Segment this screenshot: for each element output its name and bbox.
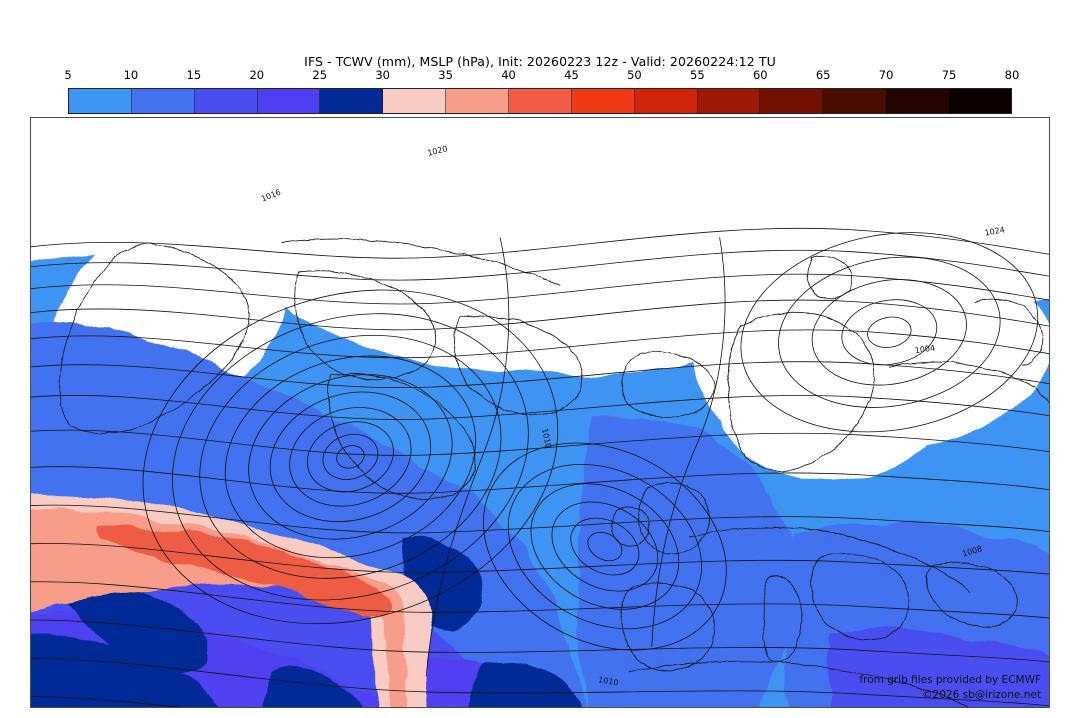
isobar-low-iceland [483, 442, 727, 651]
coastline-scandinavia [727, 311, 875, 472]
coastline-italy [762, 575, 803, 664]
coastline-iberia [621, 583, 716, 672]
colorbar-tick-45: 45 [564, 68, 579, 82]
coastline-baffin [294, 270, 437, 380]
isobar-labels: 1016 1020 1010 1004 1008 1024 1010 [260, 144, 1006, 687]
tcwv-band-25-30-d [469, 659, 582, 707]
colorbar-gradient [68, 88, 1012, 114]
isobar-label-1010b: 1010 [540, 427, 553, 449]
tcwv-band-15-20-c [829, 629, 1049, 707]
mslp-isobars [31, 227, 1049, 707]
colorbar: 5 10 15 20 25 30 35 40 45 50 55 60 65 70 75 80 [64, 68, 1019, 114]
colorbar-tick-65: 65 [815, 68, 831, 82]
colorbar-segment-20-25 [257, 89, 321, 113]
isobar-label-1004: 1004 [914, 343, 935, 355]
colorbar-tick-70: 70 [878, 68, 894, 82]
colorbar-segment-40-45 [509, 89, 572, 113]
map-svg: 1016 1020 1010 1004 1008 1024 1010 [31, 118, 1049, 707]
colorbar-segment-35-40 [446, 89, 510, 113]
isobar-label-1024: 1024 [984, 225, 1006, 237]
map-plot-area: 1016 1020 1010 1004 1008 1024 1010 from … [30, 117, 1050, 708]
colorbar-segment-75-80 [949, 89, 1011, 113]
colorbar-segment-15-20 [194, 89, 258, 113]
colorbar-segment-45-50 [571, 89, 635, 113]
isobar-label-1010: 1010 [598, 675, 620, 687]
colorbar-tick-20: 20 [249, 68, 265, 82]
coastline-novaya-zemlya [974, 298, 1043, 366]
coastline-british-isles [638, 482, 710, 555]
coastline-hudson [453, 315, 583, 416]
tcwv-band-35-40-core [31, 507, 407, 707]
colorbar-segment-25-30 [320, 89, 384, 113]
colorbar-tick-10: 10 [123, 68, 139, 82]
tcwv-filled-contours [31, 232, 1049, 707]
coastline-svalbard [807, 256, 853, 299]
isobar-low-labrador [142, 289, 559, 625]
coastline-north-africa [629, 661, 971, 707]
coastline-canadian-arctic [282, 238, 561, 286]
tcwv-band-25-30-group [31, 540, 582, 707]
coastline-ireland [611, 507, 651, 546]
colorbar-tick-75: 75 [941, 68, 957, 82]
coastline-labrador [328, 373, 476, 500]
colorbar-segment-50-55 [634, 89, 698, 113]
tcwv-band-25-30-a [31, 633, 221, 707]
coastline-europe-mainland [689, 527, 970, 592]
colorbar-segment-30-35 [383, 89, 447, 113]
tcwv-band-25-30-e [258, 669, 359, 707]
colorbar-segment-5-10 [69, 89, 132, 113]
colorbar-segment-10-15 [131, 89, 195, 113]
isobar-zonal-flow [31, 227, 1049, 707]
colorbar-segment-65-70 [823, 89, 887, 113]
colorbar-tick-5: 5 [64, 68, 72, 82]
colorbar-tick-40: 40 [501, 68, 516, 82]
colorbar-tick-15: 15 [186, 68, 202, 82]
dry-airmass-north-sea [720, 367, 937, 479]
colorbar-tick-55: 55 [690, 68, 705, 82]
chart-title: IFS - TCWV (mm), MSLP (hPa), Init: 20260… [304, 54, 776, 69]
coastline-russia-north [888, 361, 1049, 404]
coastlines [59, 238, 1049, 707]
isobar-trough-axes [425, 237, 726, 677]
coastline-iceland [621, 351, 715, 418]
colorbar-segment-70-75 [886, 89, 950, 113]
dry-airmass-canada-arctic [263, 232, 748, 376]
tcwv-band-25-30-b [60, 584, 210, 676]
colorbar-segment-60-65 [760, 89, 824, 113]
colorbar-tick-60: 60 [752, 68, 768, 82]
colorbar-tick-25: 25 [312, 68, 328, 82]
tcwv-band-40-45-filament [100, 524, 389, 614]
colorbar-segment-55-60 [697, 89, 761, 113]
isobar-high-scandinavia [740, 232, 1039, 433]
colorbar-tick-30: 30 [375, 68, 390, 82]
colorbar-tick-80: 80 [1004, 68, 1020, 82]
coastline-balkans [810, 553, 910, 641]
colorbar-tick-50: 50 [627, 68, 642, 82]
colorbar-tick-35: 35 [438, 68, 453, 82]
tcwv-band-10-15-b [577, 414, 794, 707]
